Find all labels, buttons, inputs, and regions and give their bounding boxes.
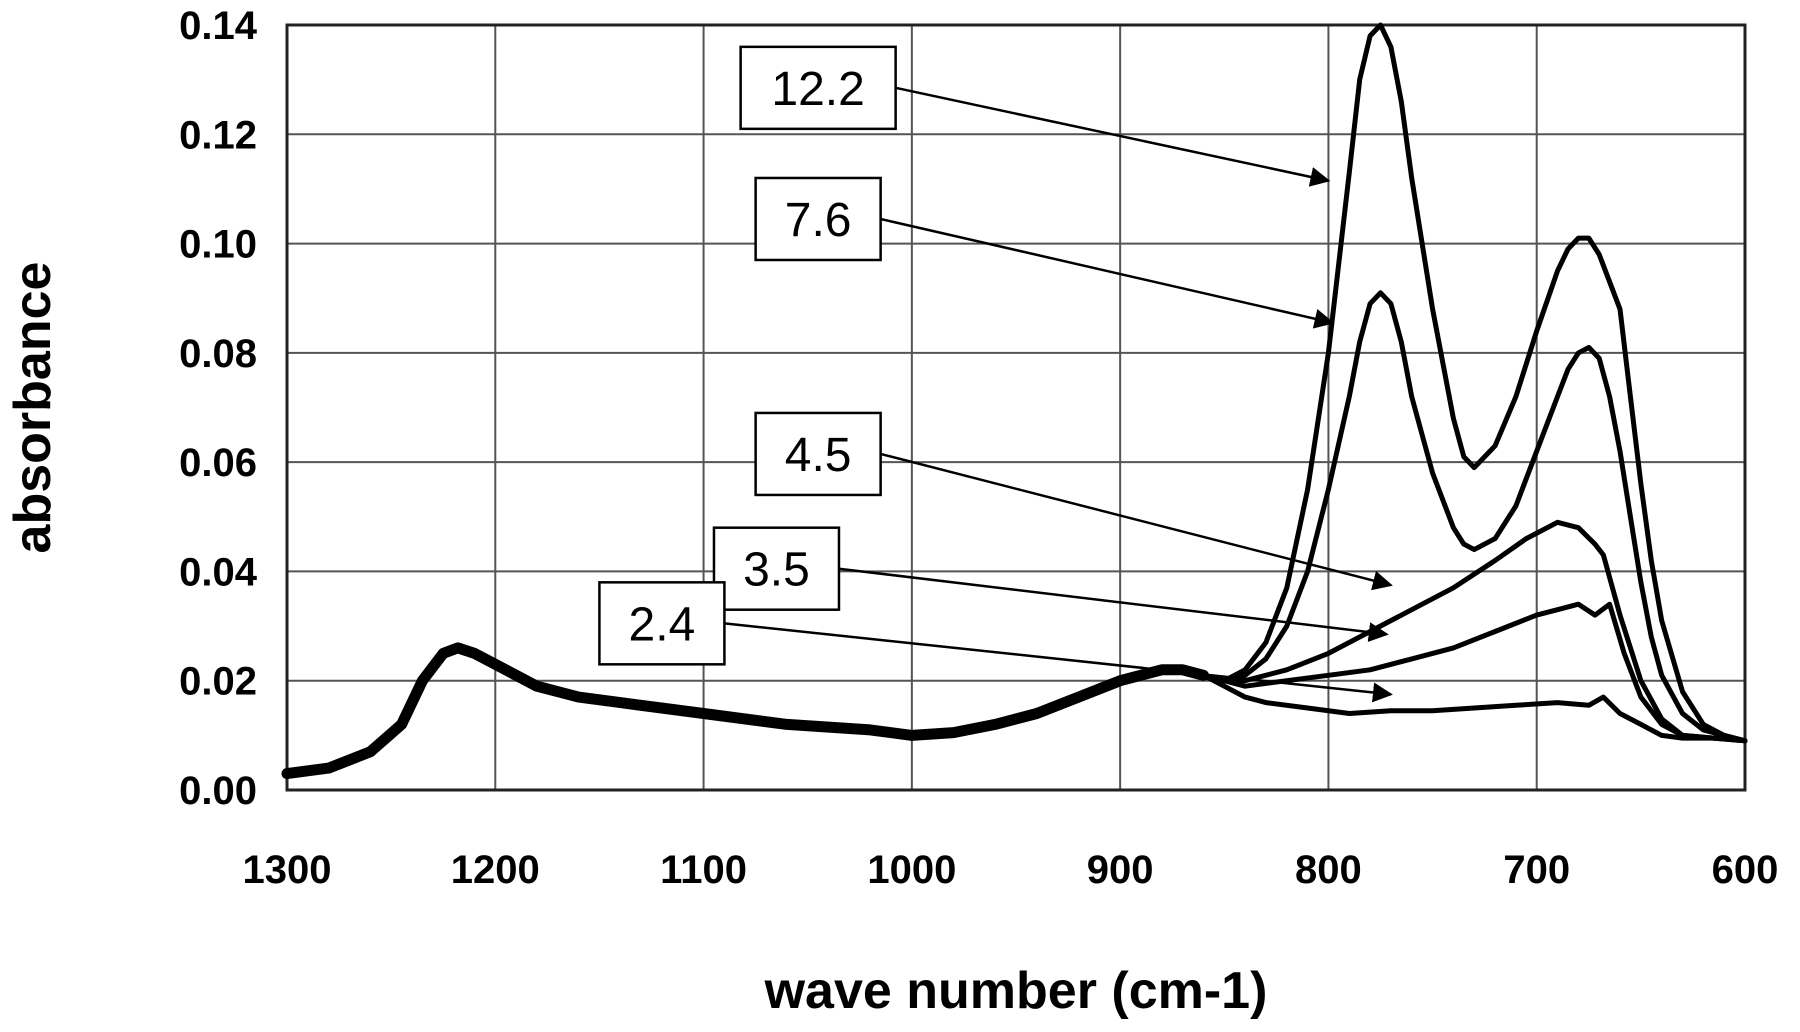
annotation-layer: 12.2 7.6 4.5 3.5 2.4 bbox=[598, 45, 1393, 703]
series-line-3-5 bbox=[284, 601, 1748, 777]
callout-12-2: 12.2 bbox=[739, 45, 1331, 187]
x-tick-label: 900 bbox=[1087, 848, 1154, 892]
y-tick-label: 0.04 bbox=[179, 550, 258, 594]
callout-arrow bbox=[895, 86, 1331, 187]
callout-arrow bbox=[838, 567, 1389, 643]
y-tick-label: 0.12 bbox=[179, 113, 257, 157]
x-axis-label: wave number (cm-1) bbox=[764, 962, 1268, 1020]
x-tick-label: 700 bbox=[1503, 848, 1570, 892]
series-layer bbox=[281, 22, 1748, 780]
x-tick-label: 1300 bbox=[243, 848, 332, 892]
x-tick-label: 1000 bbox=[867, 848, 956, 892]
callout-box bbox=[712, 526, 841, 611]
callout-arrow bbox=[880, 217, 1335, 329]
series-line-12-2 bbox=[284, 22, 1748, 777]
callout-label: 4.5 bbox=[785, 429, 852, 482]
grid bbox=[285, 23, 1747, 792]
callout-2-4: 2.4 bbox=[598, 581, 1393, 703]
callout-label: 3.5 bbox=[743, 544, 810, 597]
callout-7-6: 7.6 bbox=[754, 176, 1335, 329]
x-tick-label: 1100 bbox=[660, 848, 747, 892]
callout-label: 7.6 bbox=[785, 194, 852, 247]
y-tick-label: 0.06 bbox=[179, 441, 257, 485]
callout-box bbox=[598, 581, 726, 666]
plot-frame bbox=[285, 23, 1747, 792]
callout-3-5: 3.5 bbox=[712, 526, 1389, 643]
callout-box bbox=[754, 176, 882, 262]
x-tick-label: 1200 bbox=[451, 848, 540, 892]
y-axis-label: absorbance bbox=[4, 262, 62, 554]
overlapping-curves-band bbox=[281, 642, 1209, 780]
x-tick-label: 600 bbox=[1712, 848, 1779, 892]
callout-arrow bbox=[880, 452, 1393, 591]
y-tick-label: 0.08 bbox=[179, 332, 257, 376]
callout-label: 2.4 bbox=[629, 598, 696, 651]
y-tick-label: 0.00 bbox=[179, 769, 257, 813]
y-tick-label: 0.10 bbox=[179, 223, 257, 267]
callout-arrow bbox=[724, 622, 1393, 703]
axis-layer: wave number (cm-1) absorbance 1300 1200 11… bbox=[4, 4, 1778, 1020]
callout-label: 12.2 bbox=[771, 63, 864, 116]
x-tick-label: 800 bbox=[1295, 848, 1362, 892]
callout-4-5: 4.5 bbox=[754, 411, 1393, 591]
y-tick-label: 0.14 bbox=[179, 4, 258, 48]
y-tick-label: 0.02 bbox=[179, 660, 257, 704]
series-line-4-5 bbox=[284, 519, 1748, 777]
